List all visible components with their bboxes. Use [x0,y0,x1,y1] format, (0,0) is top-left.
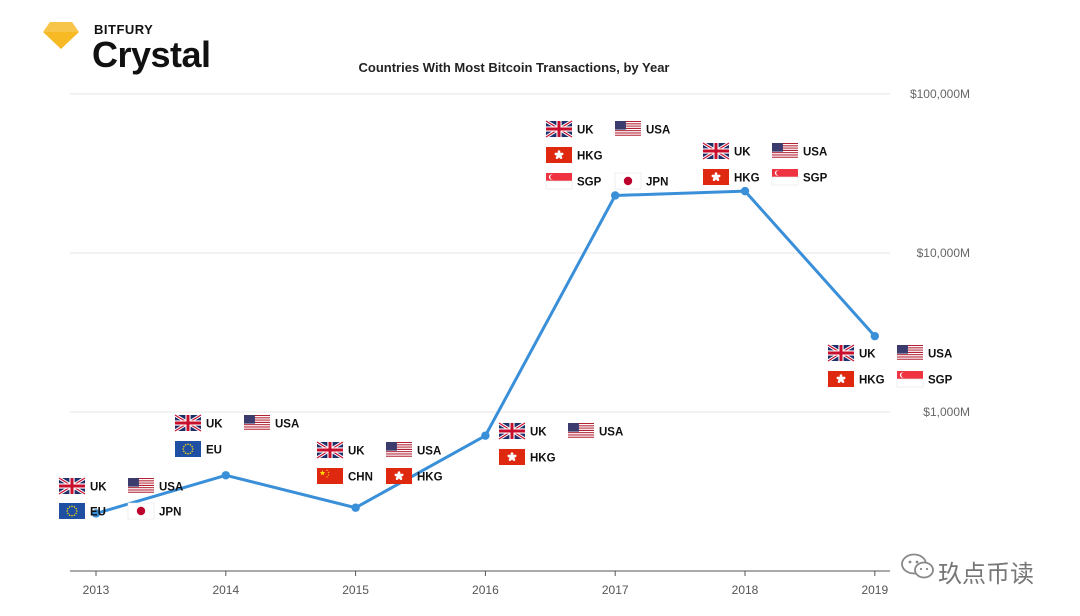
country-label: EU [90,507,106,519]
country-label: HKG [577,151,603,163]
country-label: UK [530,427,547,439]
country-label: SGP [577,177,602,189]
country-label: USA [275,419,299,431]
uk-flag-icon [702,141,730,161]
eu-flag-icon [59,503,85,519]
series-line [95,189,876,515]
country-label: UK [734,147,751,159]
data-point [870,331,879,341]
hkg-flag-icon [703,169,729,185]
x-tick-label: 2017 [602,583,629,597]
country-label: HKG [417,472,443,484]
uk-flag-icon [58,476,86,496]
country-label: JPN [159,507,181,519]
x-tick-label: 2014 [212,583,239,597]
hkg-flag-icon [828,371,854,387]
usa-flag-icon [568,423,594,439]
country-label: UK [90,482,107,494]
uk-flag-icon [316,440,344,460]
data-point [481,431,490,440]
hkg-flag-icon [546,147,572,163]
uk-flag-icon [174,413,202,433]
usa-flag-icon [128,478,154,494]
eu-flag-icon [175,441,201,457]
wechat-icon [901,553,934,579]
x-tick-label: 2015 [342,583,369,597]
y-tick-label: $1,000M [923,405,970,419]
country-label: SGP [928,375,953,387]
country-label: SGP [803,173,828,185]
country-label: UK [577,125,594,137]
data-point [221,471,230,480]
watermark: 玖点币读 [900,552,1034,588]
uk-flag-icon [545,119,573,139]
country-label: HKG [859,375,885,387]
country-label: USA [417,446,441,458]
country-label: UK [206,419,223,431]
country-label: UK [859,349,876,361]
x-tick-label: 2016 [472,583,499,597]
y-tick-label: $100,000M [910,87,970,101]
usa-flag-icon [615,121,641,137]
uk-flag-icon [827,343,855,363]
brand: BITFURY Crystal [42,20,211,75]
country-label: USA [159,482,183,494]
brand-small-label: BITFURY [94,22,154,37]
usa-flag-icon [897,345,923,361]
uk-flag-icon [498,421,526,441]
y-tick-label: $10,000M [917,246,970,260]
country-label: CHN [348,472,373,484]
country-label: USA [646,125,670,137]
country-label: USA [599,427,623,439]
x-tick-label: 2018 [732,583,759,597]
country-label: UK [348,446,365,458]
data-point [611,191,620,200]
jpn-flag-icon [127,502,155,520]
watermark-text: 玖点币读 [938,561,1034,588]
country-label: JPN [646,177,668,189]
chart-title: Countries With Most Bitcoin Transactions… [358,60,670,75]
country-label: USA [928,349,952,361]
sgp-flag-icon [896,371,924,388]
x-tick-label: 2013 [83,583,110,597]
data-point [740,186,750,196]
country-label: EU [206,445,222,457]
hkg-flag-icon [386,468,412,484]
jpn-flag-icon [614,172,642,190]
sgp-flag-icon [771,169,799,186]
data-point [351,503,360,512]
data-point [91,509,101,518]
chn-flag-icon [317,468,343,484]
x-tick-label: 2019 [861,583,888,597]
sgp-flag-icon [545,173,573,190]
country-label: HKG [734,173,760,185]
country-label: HKG [530,453,556,465]
usa-flag-icon [244,415,270,431]
country-label: USA [803,147,827,159]
usa-flag-icon [386,442,412,458]
hkg-flag-icon [499,449,525,465]
usa-flag-icon [772,143,798,159]
brand-name: Crystal [92,34,211,75]
diamond-icon [43,22,79,49]
